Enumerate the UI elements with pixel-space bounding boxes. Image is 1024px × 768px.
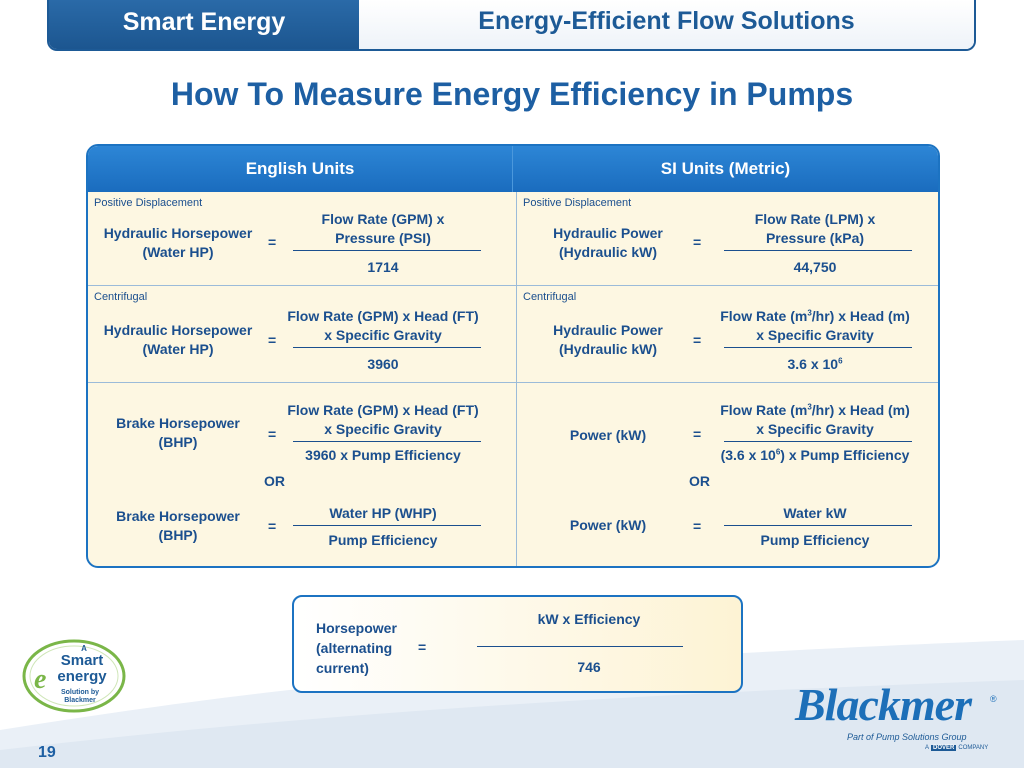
column-header-english: English Units (88, 146, 513, 192)
fraction-line (724, 441, 912, 442)
fraction-line (724, 347, 912, 348)
section-label-centrifugal: Centrifugal (94, 291, 148, 303)
formula-numerator: kW x Efficiency (537, 611, 641, 627)
formula-denominator: 3960 x Pump Efficiency (305, 447, 461, 463)
formula-numerator: Flow Rate (GPM) x Head (FT) x Specific Gr… (287, 402, 479, 437)
formula-numerator: Flow Rate (GPM) x Pressure (PSI) (321, 211, 445, 246)
formula-label: Hydraulic Power (Hydraulic kW) (553, 225, 663, 260)
svg-text:Smart: Smart (61, 652, 104, 669)
fraction-line (293, 347, 481, 348)
formula-numerator: Water HP (WHP) (329, 505, 437, 521)
formula-numerator: Flow Rate (GPM) x Head (FT) x Specific Gr… (287, 308, 479, 343)
formula-denominator: 1714 (367, 259, 399, 275)
page-number: 19 (38, 744, 56, 761)
section-label-centrifugal: Centrifugal (523, 291, 577, 303)
formula-label: Hydraulic Horsepower (Water HP) (103, 225, 253, 260)
header-section-label: Smart Energy (49, 0, 359, 49)
fraction-line (293, 525, 481, 526)
formula-table: English Units SI Units (Metric) Positive… (86, 144, 940, 568)
formula-numerator: Flow Rate (m3/hr) x Head (m) x Specific … (720, 402, 910, 437)
equals-sign: = (693, 332, 702, 348)
formula-numerator: Flow Rate (LPM) x Pressure (kPa) (754, 211, 876, 246)
formula-label: Brake Horsepower (BHP) (116, 415, 240, 450)
ac-horsepower-box: Horsepower (alternating current) = kW x … (292, 595, 743, 693)
formula-label: Hydraulic Horsepower (Water HP) (103, 322, 253, 357)
fraction-line (477, 646, 683, 647)
table-header: English Units SI Units (Metric) (88, 146, 938, 192)
svg-text:Blackmer: Blackmer (64, 697, 96, 704)
formula-denominator: Pump Efficiency (760, 532, 870, 548)
equals-sign: = (268, 426, 277, 442)
section-label-positive-displacement: Positive Displacement (523, 197, 632, 209)
row-divider (88, 285, 938, 286)
fraction-line (293, 441, 481, 442)
equals-sign: = (693, 234, 702, 250)
row-divider (88, 382, 938, 383)
svg-text:A: A (81, 644, 87, 653)
header-topic-title: Energy-Efficient Flow Solutions (359, 0, 974, 49)
formula-numerator: Flow Rate (m3/hr) x Head (m) x Specific … (720, 308, 910, 343)
blackmer-logo: Blackmer ® Part of Pump Solutions Group … (795, 679, 997, 751)
header-bar: Smart Energy Energy-Efficient Flow Solut… (47, 0, 976, 51)
fraction-line (724, 525, 912, 526)
slide-title: How To Measure Energy Efficiency in Pump… (170, 76, 854, 112)
formula-denominator: 746 (577, 659, 601, 675)
fraction-line (724, 250, 912, 251)
formula-label: Brake Horsepower (BHP) (116, 508, 240, 543)
svg-text:energy: energy (57, 668, 107, 685)
equals-sign: = (268, 332, 277, 348)
section-label-positive-displacement: Positive Displacement (94, 197, 203, 209)
equals-sign: = (693, 518, 702, 534)
formula-label: Horsepower (alternating current) (316, 620, 397, 676)
equals-sign: = (268, 518, 277, 534)
or-label: OR (264, 473, 285, 489)
or-label: OR (689, 473, 710, 489)
column-header-si: SI Units (Metric) (660, 159, 791, 178)
formula-denominator: (3.6 x 106) x Pump Efficiency (720, 447, 910, 463)
formula-label: Hydraulic Power (Hydraulic kW) (553, 322, 663, 357)
formula-denominator: 3.6 x 106 (787, 356, 843, 372)
formula-numerator: Water kW (783, 505, 847, 521)
formula-denominator: 3960 (367, 356, 399, 372)
equals-sign: = (693, 426, 702, 442)
equals-sign: = (418, 639, 427, 655)
background-swoosh (0, 640, 1024, 768)
equals-sign: = (268, 234, 277, 250)
fraction-line (293, 250, 481, 251)
formula-label: Power (kW) (569, 517, 647, 533)
formula-denominator: Pump Efficiency (328, 532, 438, 548)
smart-energy-logo: A Smart e energy Solution by Blackmer (22, 639, 126, 713)
formula-denominator: 44,750 (793, 259, 837, 275)
svg-text:Solution by: Solution by (61, 689, 99, 696)
column-divider (516, 192, 517, 566)
formula-label: Power (kW) (569, 427, 647, 443)
svg-text:e: e (34, 664, 46, 695)
